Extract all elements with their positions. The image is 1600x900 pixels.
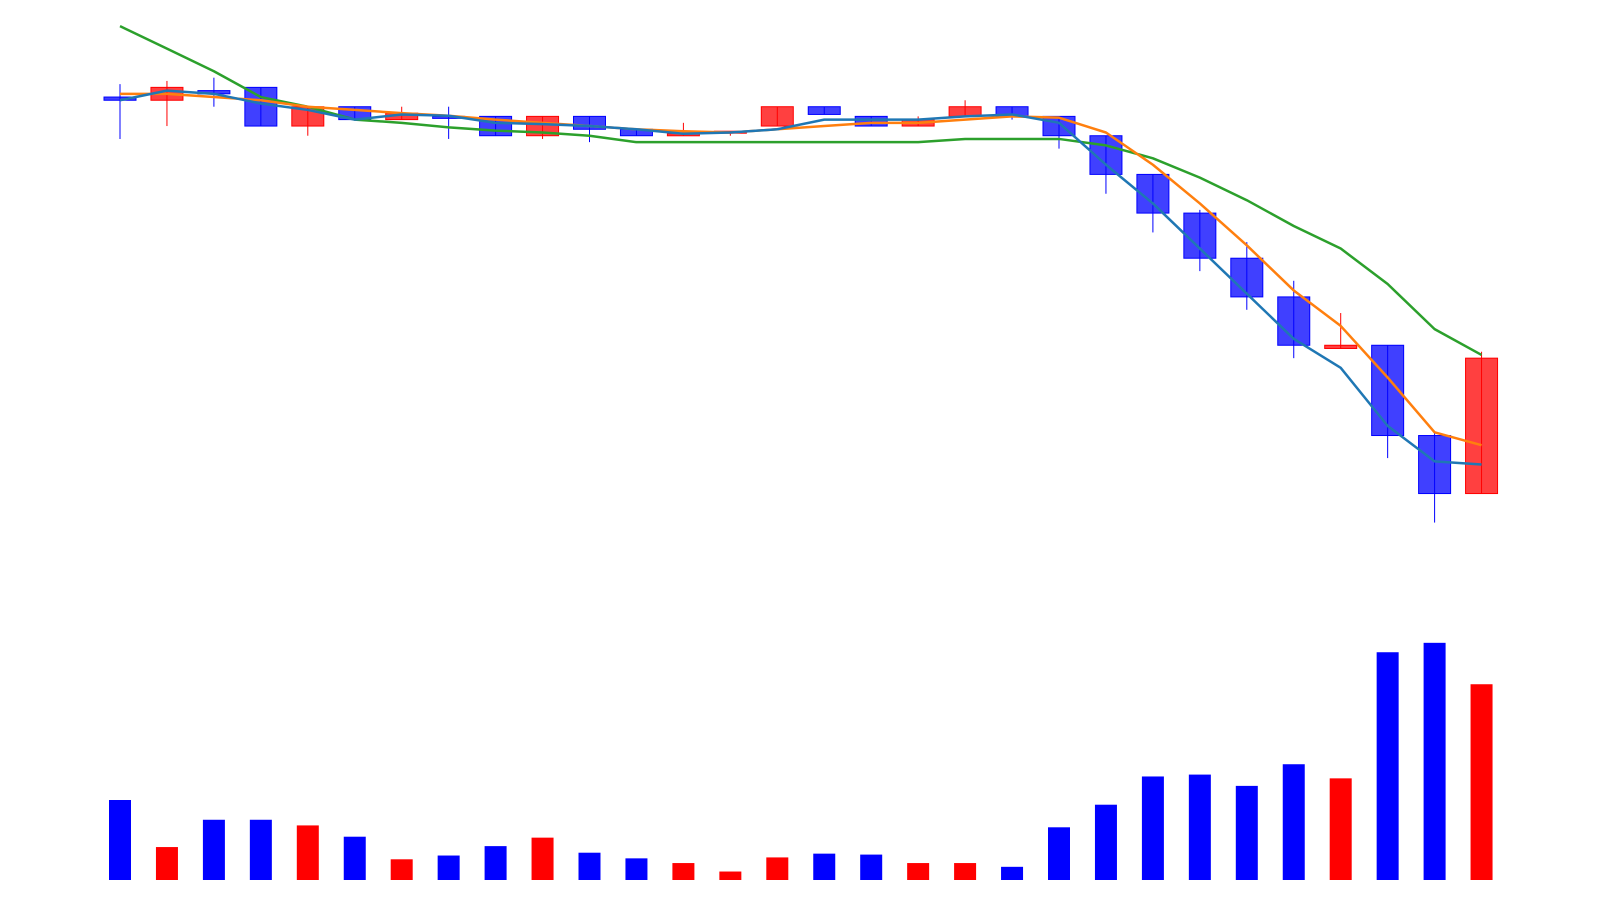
volume-bar-5	[296, 825, 319, 880]
moving-average-mid-line	[120, 92, 1482, 447]
volume-bar-22	[1094, 804, 1117, 880]
volume-bar-13	[672, 863, 695, 880]
candle-body	[1324, 344, 1358, 349]
candle-29	[1418, 432, 1452, 523]
candle-17	[854, 115, 888, 127]
candle-4	[244, 86, 278, 127]
volume-bar-17	[860, 854, 883, 880]
moving-average-short-line	[119, 89, 1482, 466]
volume-bar-11	[578, 852, 601, 880]
volume-bar-25	[1235, 785, 1258, 880]
volume-bar-4	[249, 819, 272, 880]
volume-bar-29	[1423, 642, 1446, 880]
volume-bar-20	[1001, 866, 1024, 880]
volume-bar-9	[484, 846, 507, 880]
volume-bar-8	[437, 855, 460, 880]
volume-bar-12	[625, 858, 648, 880]
candle-body	[807, 106, 841, 115]
candle-body	[1183, 212, 1217, 259]
volume-bar-26	[1282, 764, 1305, 880]
moving-average-lines	[119, 24, 1483, 466]
candle-2	[150, 80, 184, 127]
volume-bar-15	[766, 857, 789, 880]
candle-28	[1371, 344, 1405, 459]
volume-bar-14	[719, 871, 742, 880]
volume-panel	[109, 642, 1493, 880]
candle-24	[1183, 209, 1217, 272]
price-panel	[103, 77, 1499, 523]
candle-8	[432, 106, 466, 139]
candle-27	[1324, 313, 1358, 349]
candle-16	[807, 106, 841, 115]
candle-10	[526, 115, 560, 139]
candle-body	[1465, 357, 1499, 495]
volume-bar-23	[1141, 776, 1164, 880]
candle-25	[1230, 242, 1264, 310]
candle-body	[1277, 296, 1311, 346]
volume-bar-19	[954, 863, 977, 880]
volume-bar-21	[1048, 827, 1070, 880]
candle-15	[760, 106, 794, 127]
candle-1	[103, 84, 137, 139]
candle-body	[854, 115, 888, 127]
volume-bar-18	[907, 863, 930, 880]
volume-bar-1	[109, 800, 131, 880]
candle-19	[948, 100, 982, 117]
volume-bar-3	[202, 819, 225, 880]
volume-bar-28	[1376, 652, 1399, 880]
volume-bar-10	[531, 837, 554, 880]
volume-bar-30	[1470, 684, 1493, 880]
volume-bar-2	[155, 847, 178, 880]
volume-bar-24	[1188, 774, 1211, 880]
candle-30	[1465, 351, 1499, 495]
volume-bar-7	[390, 859, 413, 880]
volume-bar-16	[813, 853, 836, 880]
candle-body	[244, 86, 278, 127]
candle-body	[1418, 435, 1452, 495]
candle-body	[760, 106, 794, 127]
volume-bar-27	[1329, 778, 1352, 880]
volume-bar-6	[343, 836, 366, 880]
candle-body	[1230, 257, 1264, 298]
candle-26	[1277, 280, 1311, 359]
